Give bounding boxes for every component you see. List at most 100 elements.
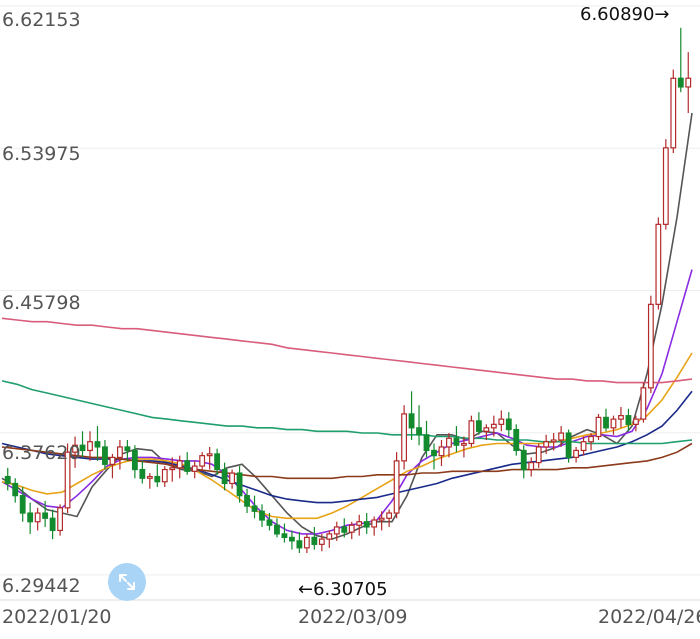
candle-body bbox=[363, 521, 370, 528]
candle bbox=[311, 526, 318, 550]
candle bbox=[109, 453, 116, 479]
candle-body bbox=[116, 446, 123, 458]
candle bbox=[49, 509, 56, 540]
candle bbox=[520, 445, 527, 479]
candle-body bbox=[42, 512, 49, 519]
candle-body bbox=[543, 441, 550, 448]
candle bbox=[34, 507, 41, 531]
candle bbox=[670, 69, 677, 154]
candle bbox=[169, 457, 176, 482]
candle bbox=[393, 452, 400, 519]
candle bbox=[318, 533, 325, 552]
candle-body bbox=[438, 446, 445, 457]
candle-body bbox=[206, 453, 213, 457]
candle-body bbox=[199, 455, 206, 467]
candle-body bbox=[244, 495, 250, 507]
candle-body bbox=[266, 519, 273, 526]
candle bbox=[460, 436, 467, 458]
candle-body bbox=[468, 420, 475, 445]
candle-body bbox=[393, 460, 400, 514]
candle-body bbox=[109, 456, 116, 465]
candle-body bbox=[662, 147, 669, 225]
ma120-line bbox=[1, 380, 693, 445]
candle bbox=[288, 530, 295, 550]
candle bbox=[154, 464, 161, 487]
candle-body bbox=[296, 540, 303, 549]
candle bbox=[79, 431, 86, 458]
moving-average-lines bbox=[1, 112, 693, 540]
candle bbox=[431, 443, 437, 470]
candle-body bbox=[677, 77, 684, 88]
candle-body bbox=[259, 510, 265, 521]
candle bbox=[236, 466, 243, 503]
candle bbox=[550, 433, 557, 451]
candle-body bbox=[318, 538, 325, 545]
candle-body bbox=[490, 423, 497, 429]
candle bbox=[595, 413, 602, 440]
candle bbox=[543, 434, 550, 454]
candle-body bbox=[94, 441, 101, 448]
candle-body bbox=[565, 432, 572, 458]
candle bbox=[401, 405, 408, 470]
candle-body bbox=[378, 517, 385, 521]
candle-body bbox=[505, 418, 512, 431]
expand-icon bbox=[119, 574, 135, 590]
x-tick-label: 2022/04/26 bbox=[598, 606, 700, 628]
ma60-line bbox=[1, 442, 693, 480]
candle bbox=[423, 420, 430, 458]
candle bbox=[116, 440, 123, 470]
fullscreen-button[interactable] bbox=[108, 563, 146, 601]
candle-body bbox=[535, 446, 542, 464]
candle bbox=[513, 424, 520, 456]
candle bbox=[4, 467, 11, 491]
max-price-annotation: 6.60890→ bbox=[580, 4, 670, 25]
candle bbox=[662, 139, 669, 230]
candles bbox=[4, 27, 692, 554]
candle-body bbox=[685, 77, 692, 88]
candle-body bbox=[647, 303, 654, 389]
candle bbox=[87, 431, 93, 461]
candle bbox=[625, 408, 632, 432]
candle-body bbox=[72, 444, 78, 453]
ma10-line bbox=[1, 269, 693, 535]
candle bbox=[251, 495, 258, 519]
candle bbox=[124, 440, 131, 461]
candle bbox=[348, 521, 355, 540]
candle bbox=[206, 446, 213, 470]
ma250-line bbox=[1, 317, 693, 384]
candle bbox=[446, 433, 452, 458]
candle bbox=[326, 530, 333, 548]
candle bbox=[632, 415, 639, 432]
candle-body bbox=[87, 441, 93, 452]
candle-body bbox=[423, 434, 430, 452]
y-tick-label: 6.45798 bbox=[2, 292, 81, 314]
candle-body bbox=[288, 536, 295, 542]
candle-body bbox=[580, 441, 587, 452]
y-tick-label: 6.37620 bbox=[2, 442, 81, 464]
candle-body bbox=[618, 415, 624, 420]
candle bbox=[12, 478, 19, 503]
candle bbox=[139, 460, 146, 484]
candle-body bbox=[348, 524, 355, 533]
candle bbox=[685, 52, 692, 114]
candle bbox=[528, 457, 535, 477]
candle bbox=[640, 382, 647, 423]
candle bbox=[580, 436, 587, 456]
y-tick-label: 6.62153 bbox=[2, 9, 81, 31]
candle-body bbox=[483, 427, 490, 432]
candle bbox=[610, 415, 617, 435]
candle bbox=[199, 452, 206, 472]
candle-body bbox=[221, 468, 228, 485]
y-tick-label: 6.29442 bbox=[2, 575, 81, 597]
candle bbox=[274, 518, 280, 538]
candle-body bbox=[102, 446, 108, 465]
candle bbox=[221, 462, 228, 491]
candle bbox=[57, 504, 64, 536]
candle bbox=[618, 406, 624, 428]
candle-body bbox=[229, 472, 236, 485]
candle bbox=[146, 473, 153, 489]
min-price-annotation: ←6.30705 bbox=[298, 579, 388, 600]
candle-body bbox=[573, 449, 580, 458]
candle-body bbox=[625, 415, 632, 425]
candle-body bbox=[595, 416, 602, 438]
